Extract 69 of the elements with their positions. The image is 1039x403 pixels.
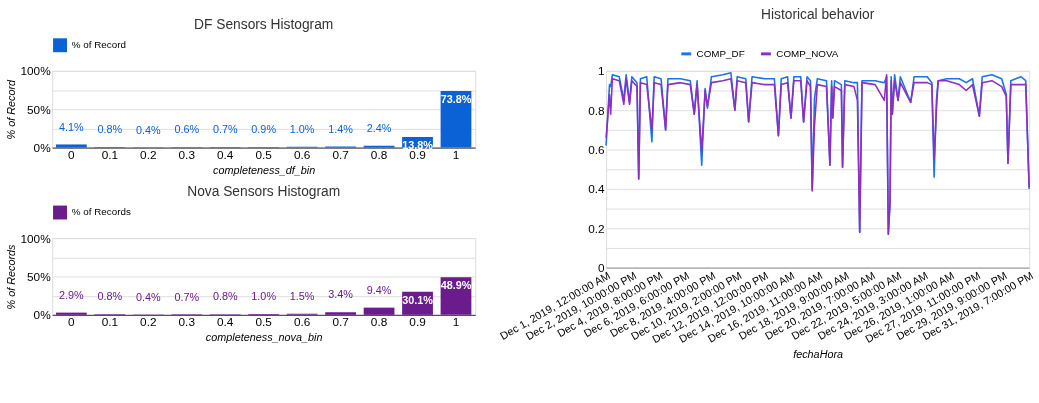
y-tick-label: 100% xyxy=(20,231,52,246)
data-label: 48.9% xyxy=(440,279,472,292)
x-tick-label: 0.3 xyxy=(178,147,196,162)
bar xyxy=(363,307,395,315)
data-label: 0.4% xyxy=(135,123,161,136)
data-label: 0.8% xyxy=(212,290,238,303)
legend-label: COMP_DF xyxy=(696,47,745,59)
y-tick-label: 1 xyxy=(598,64,605,79)
data-label: 0.8% xyxy=(97,123,123,136)
x-tick-label: 0.2 xyxy=(140,147,157,162)
data-label: 3.4% xyxy=(328,288,354,301)
data-label: 9.4% xyxy=(366,283,392,296)
chart-title: Nova Sensors Histogram xyxy=(187,183,341,199)
chart-title: Historical behavior xyxy=(761,6,875,22)
data-label: 0.7% xyxy=(174,290,200,303)
data-label: 0.8% xyxy=(97,290,123,303)
x-tick-label: 0.8 xyxy=(370,315,388,330)
x-tick-label: 0.9 xyxy=(409,315,426,330)
x-tick-label: 0 xyxy=(68,147,76,162)
x-tick-label: 0 xyxy=(68,315,76,330)
legend-label: % of Records xyxy=(71,206,131,218)
x-tick-label: 0.1 xyxy=(101,315,119,330)
y-tick-label: 50% xyxy=(27,102,52,117)
x-axis-title: completeness_nova_bin xyxy=(205,330,323,343)
x-tick-label: 0.3 xyxy=(178,315,196,330)
data-label: 1.4% xyxy=(328,122,354,135)
x-tick-label: 0.6 xyxy=(293,315,311,330)
data-label: 4.1% xyxy=(59,120,85,133)
y-tick-label: 100% xyxy=(20,64,52,79)
data-label: 73.8% xyxy=(440,92,472,105)
x-tick-label: 0.8 xyxy=(370,147,388,162)
x-tick-label: 0.5 xyxy=(255,147,273,162)
y-tick-label: 0.2 xyxy=(588,221,605,236)
data-label: 13.8% xyxy=(402,138,434,151)
data-label: 1.0% xyxy=(289,123,315,136)
y-tick-label: 0% xyxy=(33,141,52,156)
y-tick-label: 0% xyxy=(33,308,52,323)
data-label: 2.9% xyxy=(59,288,85,301)
bar xyxy=(325,312,356,315)
y-tick-label: 50% xyxy=(27,269,52,284)
data-label: 2.4% xyxy=(366,121,392,134)
y-tick-label: 0.8 xyxy=(588,103,606,118)
data-label: 0.6% xyxy=(174,123,200,136)
x-tick-label: 0.6 xyxy=(293,147,311,162)
x-tick-label: 0.7 xyxy=(332,147,349,162)
y-axis-title: % of Records xyxy=(4,243,17,310)
data-label: 0.9% xyxy=(251,123,277,136)
x-axis-title: fechaHora xyxy=(793,348,844,361)
x-tick-label: 1 xyxy=(452,147,460,162)
x-tick-label: 0.4 xyxy=(217,315,234,330)
x-tick-label: 0.7 xyxy=(332,315,349,330)
chart-title: DF Sensors Histogram xyxy=(194,16,334,32)
legend-label: COMP_NOVA xyxy=(776,47,839,59)
data-label: 0.4% xyxy=(135,290,161,303)
x-axis-title: completeness_df_bin xyxy=(213,163,316,176)
y-tick-label: 0.4 xyxy=(588,182,606,197)
bar xyxy=(55,144,87,148)
x-tick-label: 1 xyxy=(452,315,460,330)
data-label: 30.1% xyxy=(402,293,434,306)
x-tick-label: 0.1 xyxy=(101,147,119,162)
y-axis-title: % of Record xyxy=(4,78,17,140)
x-tick-label: 0.5 xyxy=(255,315,273,330)
legend-label: % of Record xyxy=(71,39,126,51)
x-tick-label: 0.4 xyxy=(217,147,234,162)
data-label: 1.0% xyxy=(251,290,277,303)
data-label: 1.5% xyxy=(289,289,315,302)
data-label: 0.7% xyxy=(212,123,238,136)
x-tick-label: 0.2 xyxy=(140,315,157,330)
bar xyxy=(55,312,87,315)
